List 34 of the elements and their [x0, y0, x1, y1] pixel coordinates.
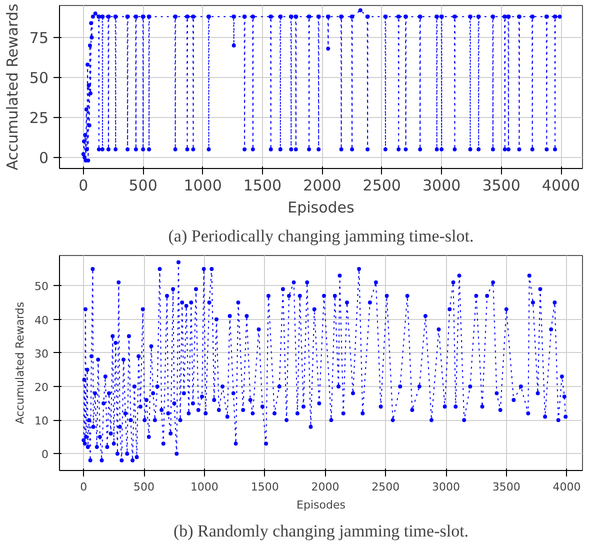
- text: (b) Randomly changing jamming time-slot.: [173, 522, 469, 540]
- y-tick-label: 50: [29, 68, 49, 87]
- x-tick-label: 3500: [482, 176, 520, 194]
- x-axis-title: Episodes: [296, 498, 346, 512]
- x-tick-label: 500: [134, 480, 155, 494]
- x-tick-label: 1000: [184, 176, 222, 194]
- x-tick-label: 500: [128, 176, 158, 194]
- y-tick-label: 0: [42, 448, 48, 462]
- text: (a) Periodically changing jamming time-slot.: [168, 226, 474, 246]
- x-tick-label: 4000: [552, 480, 581, 494]
- x-tick-label: 2500: [362, 176, 401, 194]
- y-tick-label: 75: [29, 28, 49, 47]
- x-tick-label: 2000: [303, 176, 342, 194]
- x-tick-label: 3000: [432, 480, 460, 494]
- y-tick-label: 20: [34, 381, 49, 394]
- x-tick-label: 0: [78, 176, 88, 194]
- x-tick-label: 3000: [422, 176, 461, 194]
- x-axis-title: Episodes: [288, 198, 355, 216]
- y-axis-title: Accumulated Rewards: [14, 302, 27, 424]
- x-tick-label: 3500: [492, 480, 520, 494]
- y-tick-label: 10: [34, 414, 49, 428]
- x-tick-label: 0: [80, 480, 88, 494]
- x-tick-label: 2000: [311, 480, 340, 494]
- y-tick-label: 50: [34, 280, 49, 294]
- x-tick-label: 1500: [243, 176, 282, 194]
- y-tick-label: 30: [34, 347, 49, 360]
- y-tick-label: 40: [34, 314, 49, 327]
- x-tick-label: 2500: [372, 480, 400, 494]
- x-tick-label: 4000: [542, 176, 580, 194]
- y-tick-label: 0: [38, 148, 49, 167]
- x-tick-label: 1500: [250, 480, 279, 494]
- x-tick-label: 1000: [190, 480, 218, 494]
- y-axis-title: Accumulated Rewards: [3, 4, 22, 170]
- y-tick-label: 25: [29, 108, 49, 127]
